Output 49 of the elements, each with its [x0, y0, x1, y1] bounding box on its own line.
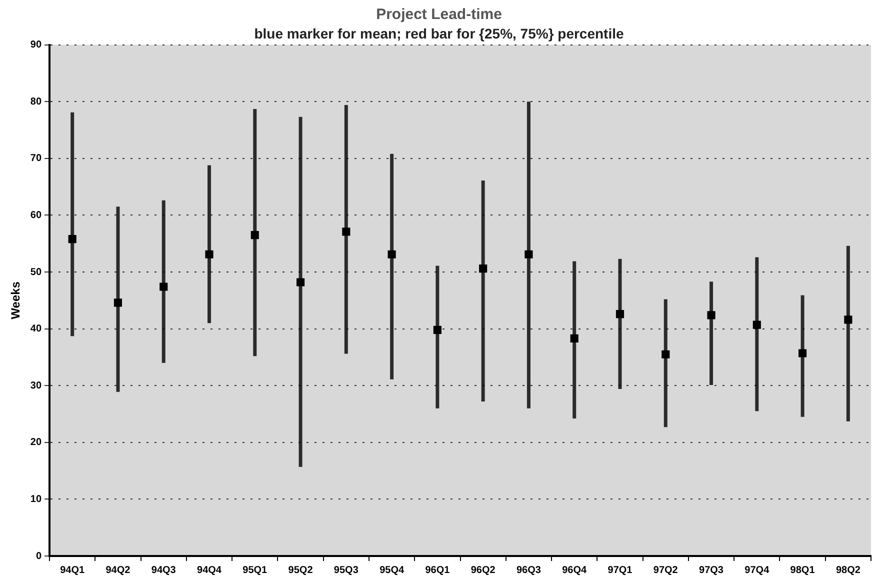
chart-subtitle: blue marker for mean; red bar for {25%, 75%} percentile	[254, 25, 624, 42]
x-tick-label: 97Q2	[653, 564, 678, 576]
point	[524, 250, 533, 258]
y-tick-label: 80	[30, 96, 42, 108]
x-tick-label: 97Q3	[699, 564, 724, 576]
x-tick-label: 97Q4	[744, 564, 770, 576]
point	[479, 264, 488, 273]
x-tick-label: 96Q3	[516, 564, 542, 576]
x-tick-label: 96Q1	[425, 564, 450, 576]
y-tick-label: 10	[30, 494, 42, 505]
point	[296, 278, 305, 286]
point	[114, 298, 122, 307]
x-tick-label: 94Q2	[106, 564, 131, 576]
point	[205, 250, 214, 258]
y-tick-label: 50	[30, 266, 42, 278]
point	[798, 349, 807, 358]
chart-title: Project Lead-time	[376, 6, 502, 24]
x-tick-label: 95Q3	[334, 564, 359, 576]
point	[844, 316, 852, 324]
x-tick-label: 97Q1	[608, 564, 633, 576]
y-tick-label: 40	[30, 324, 42, 335]
y-tick-label: 70	[30, 153, 42, 164]
x-tick-label: 94Q3	[151, 564, 176, 576]
x-tick-label: 96Q2	[470, 564, 496, 576]
x-tick-label: 96Q4	[562, 564, 588, 576]
x-tick-label: 94Q1	[60, 564, 86, 576]
point	[616, 310, 624, 318]
x-tick-label: 94Q4	[197, 564, 222, 576]
point	[752, 320, 761, 329]
y-tick-label: 90	[30, 40, 42, 51]
point	[662, 350, 670, 358]
point	[707, 311, 716, 320]
point	[160, 282, 168, 291]
point	[433, 326, 442, 334]
x-tick-label: 98Q2	[836, 564, 861, 576]
point	[68, 235, 76, 244]
y-tick-label: 30	[30, 380, 42, 392]
x-tick-label: 95Q2	[288, 564, 314, 576]
y-tick-label: 0	[36, 550, 42, 562]
y-tick-label: 20	[30, 437, 42, 448]
x-tick-label: 98Q1	[790, 564, 816, 576]
point	[570, 334, 578, 342]
y-tick-label: 60	[30, 210, 42, 221]
x-tick-label: 95Q4	[380, 564, 404, 576]
point	[342, 228, 350, 236]
y-axis-title: Weeks	[8, 281, 23, 320]
point	[388, 250, 396, 258]
x-tick-label: 95Q1	[242, 564, 268, 576]
point	[250, 231, 259, 240]
